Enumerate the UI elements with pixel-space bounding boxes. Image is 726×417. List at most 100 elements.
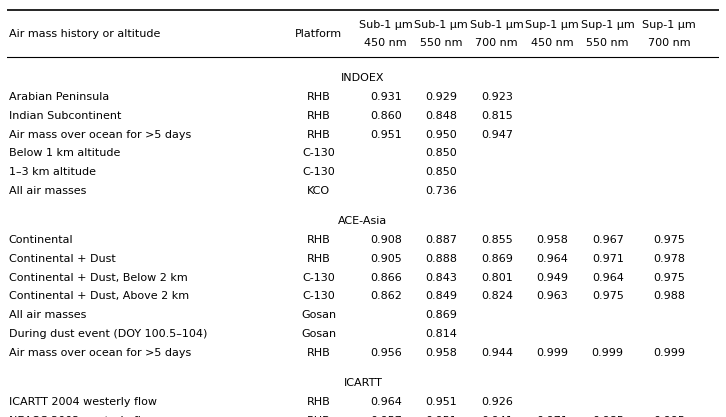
Text: C-130: C-130: [303, 167, 335, 177]
Text: 0.958: 0.958: [425, 348, 457, 358]
Text: NEAQS 2002 westerly flow: NEAQS 2002 westerly flow: [9, 416, 156, 417]
Text: Below 1 km altitude: Below 1 km altitude: [9, 148, 120, 158]
Text: 0.975: 0.975: [653, 273, 685, 283]
Text: 0.855: 0.855: [481, 235, 513, 245]
Text: 0.944: 0.944: [481, 348, 513, 358]
Text: 0.971: 0.971: [592, 254, 624, 264]
Text: Sup-1 μm: Sup-1 μm: [526, 20, 579, 30]
Text: Continental: Continental: [9, 235, 73, 245]
Text: Sub-1 μm: Sub-1 μm: [415, 20, 468, 30]
Text: 0.815: 0.815: [481, 111, 513, 121]
Text: 1–3 km altitude: 1–3 km altitude: [9, 167, 96, 177]
Text: 0.947: 0.947: [481, 130, 513, 140]
Text: 0.951: 0.951: [370, 130, 401, 140]
Text: Air mass over ocean for >5 days: Air mass over ocean for >5 days: [9, 348, 191, 358]
Text: Sup-1 μm: Sup-1 μm: [642, 20, 696, 30]
Text: RHB: RHB: [307, 92, 331, 102]
Text: 0.964: 0.964: [537, 254, 568, 264]
Text: ICARTT: ICARTT: [343, 378, 383, 388]
Text: 0.941: 0.941: [481, 416, 513, 417]
Text: 0.964: 0.964: [370, 397, 401, 407]
Text: 0.850: 0.850: [425, 167, 457, 177]
Text: Sub-1 μm: Sub-1 μm: [470, 20, 523, 30]
Text: 0.967: 0.967: [592, 235, 624, 245]
Text: Sub-1 μm: Sub-1 μm: [359, 20, 412, 30]
Text: Air mass over ocean for >5 days: Air mass over ocean for >5 days: [9, 130, 191, 140]
Text: RHB: RHB: [307, 397, 331, 407]
Text: 700 nm: 700 nm: [648, 38, 690, 48]
Text: 0.958: 0.958: [537, 235, 568, 245]
Text: Continental + Dust, Below 2 km: Continental + Dust, Below 2 km: [9, 273, 187, 283]
Text: 550 nm: 550 nm: [587, 38, 629, 48]
Text: 0.869: 0.869: [425, 310, 457, 320]
Text: Arabian Peninsula: Arabian Peninsula: [9, 92, 109, 102]
Text: RHB: RHB: [307, 235, 331, 245]
Text: INDOEX: INDOEX: [341, 73, 385, 83]
Text: During dust event (DOY 100.5–104): During dust event (DOY 100.5–104): [9, 329, 207, 339]
Text: All air masses: All air masses: [9, 186, 86, 196]
Text: C-130: C-130: [303, 291, 335, 301]
Text: 0.824: 0.824: [481, 291, 513, 301]
Text: 0.951: 0.951: [425, 397, 457, 407]
Text: C-130: C-130: [303, 148, 335, 158]
Text: KCO: KCO: [307, 186, 330, 196]
Text: 0.951: 0.951: [425, 416, 457, 417]
Text: Platform: Platform: [295, 29, 343, 39]
Text: 0.908: 0.908: [370, 235, 401, 245]
Text: ACE-Asia: ACE-Asia: [338, 216, 388, 226]
Text: 0.850: 0.850: [425, 148, 457, 158]
Text: 0.843: 0.843: [425, 273, 457, 283]
Text: ICARTT 2004 westerly flow: ICARTT 2004 westerly flow: [9, 397, 157, 407]
Text: 0.999: 0.999: [653, 348, 685, 358]
Text: 0.975: 0.975: [653, 235, 685, 245]
Text: 0.963: 0.963: [537, 291, 568, 301]
Text: All air masses: All air masses: [9, 310, 86, 320]
Text: Continental + Dust: Continental + Dust: [9, 254, 115, 264]
Text: Gosan: Gosan: [301, 329, 336, 339]
Text: 0.929: 0.929: [425, 92, 457, 102]
Text: 0.801: 0.801: [481, 273, 513, 283]
Text: 0.956: 0.956: [370, 348, 401, 358]
Text: RHB: RHB: [307, 111, 331, 121]
Text: 0.862: 0.862: [370, 291, 401, 301]
Text: 0.975: 0.975: [592, 291, 624, 301]
Text: RHB: RHB: [307, 416, 331, 417]
Text: 0.887: 0.887: [425, 235, 457, 245]
Text: Indian Subcontinent: Indian Subcontinent: [9, 111, 121, 121]
Text: RHB: RHB: [307, 254, 331, 264]
Text: RHB: RHB: [307, 348, 331, 358]
Text: Air mass history or altitude: Air mass history or altitude: [9, 29, 160, 39]
Text: RHB: RHB: [307, 130, 331, 140]
Text: C-130: C-130: [303, 273, 335, 283]
Text: Sup-1 μm: Sup-1 μm: [581, 20, 635, 30]
Text: 0.988: 0.988: [653, 291, 685, 301]
Text: 0.848: 0.848: [425, 111, 457, 121]
Text: 0.971: 0.971: [537, 416, 568, 417]
Text: 450 nm: 450 nm: [364, 38, 407, 48]
Text: 0.957: 0.957: [370, 416, 401, 417]
Text: 0.950: 0.950: [425, 130, 457, 140]
Text: 0.995: 0.995: [653, 416, 685, 417]
Text: 0.888: 0.888: [425, 254, 457, 264]
Text: 550 nm: 550 nm: [420, 38, 462, 48]
Text: 0.849: 0.849: [425, 291, 457, 301]
Text: 0.964: 0.964: [592, 273, 624, 283]
Text: Continental + Dust, Above 2 km: Continental + Dust, Above 2 km: [9, 291, 189, 301]
Text: 0.736: 0.736: [425, 186, 457, 196]
Text: 450 nm: 450 nm: [531, 38, 574, 48]
Text: 0.905: 0.905: [370, 254, 401, 264]
Text: 0.860: 0.860: [370, 111, 401, 121]
Text: 0.999: 0.999: [592, 348, 624, 358]
Text: 0.814: 0.814: [425, 329, 457, 339]
Text: 0.999: 0.999: [537, 348, 568, 358]
Text: Gosan: Gosan: [301, 310, 336, 320]
Text: 0.985: 0.985: [592, 416, 624, 417]
Text: 0.869: 0.869: [481, 254, 513, 264]
Text: 0.931: 0.931: [370, 92, 401, 102]
Text: 0.866: 0.866: [370, 273, 401, 283]
Text: 700 nm: 700 nm: [476, 38, 518, 48]
Text: 0.923: 0.923: [481, 92, 513, 102]
Text: 0.978: 0.978: [653, 254, 685, 264]
Text: 0.949: 0.949: [537, 273, 568, 283]
Text: 0.926: 0.926: [481, 397, 513, 407]
